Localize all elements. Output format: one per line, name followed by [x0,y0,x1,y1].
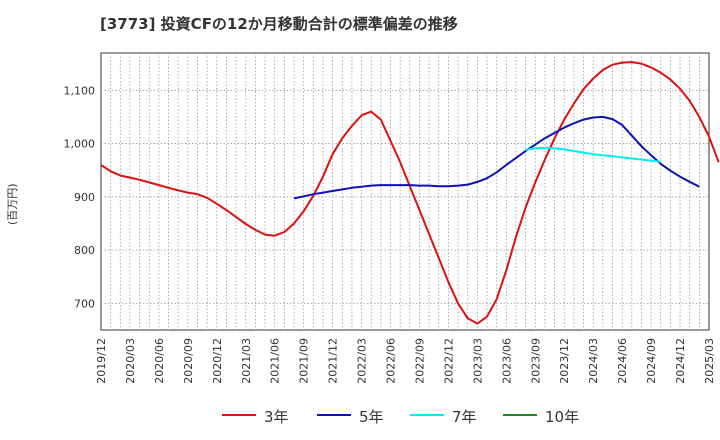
series-line [525,146,661,163]
x-tick-label: 2024/09 [645,338,658,384]
x-tick-label: 2022/12 [442,338,455,384]
y-tick-label: 1,000 [64,138,96,151]
x-tick-label: 2020/12 [211,338,224,384]
y-tick-label: 800 [74,244,95,257]
x-tick-label: 2024/06 [616,338,629,384]
x-tick-label: 2022/03 [356,338,369,384]
y-tick-label: 1,100 [64,84,96,97]
legend-label: 7年 [452,408,477,426]
legend: 3年 5年 7年 10年 [0,404,720,426]
legend-label: 10年 [545,408,580,426]
plot-area [100,52,710,331]
x-tick-label: 2022/09 [413,338,426,384]
series-line [293,115,700,200]
x-tick-label: 2022/06 [385,338,398,384]
x-tick-label: 2023/06 [500,338,513,384]
series-lines [100,61,720,325]
x-tick-label: 2023/09 [529,338,542,384]
x-tick-label: 2020/03 [124,338,137,384]
series-line [100,61,720,325]
x-tick-label: 2021/12 [327,338,340,384]
legend-label: 5年 [359,408,384,426]
x-tick-label: 2019/12 [95,338,108,384]
legend-swatch [410,414,444,416]
legend-swatch [503,414,537,416]
legend-swatch [222,414,256,416]
legend-label: 3年 [264,408,289,426]
x-tick-labels: 2019/12 2020/03 2020/06 2020/09 2020/12 2021/… [95,338,716,384]
legend-swatch [317,414,351,416]
x-tick-label: 2023/12 [558,338,571,384]
x-tick-label: 2021/03 [240,338,253,384]
x-tick-label: 2024/12 [674,338,687,384]
chart-title: [3773] 投資CFの12か月移動合計の標準偏差の推移 [100,15,458,33]
x-tick-label: 2023/03 [471,338,484,384]
y-tick-label: 700 [74,297,95,310]
x-tick-label: 2025/03 [703,338,716,384]
x-tick-label: 2021/09 [298,338,311,384]
x-tick-label: 2020/09 [182,338,195,384]
x-tick-label: 2021/06 [269,338,282,384]
x-tick-label: 2024/03 [587,338,600,384]
y-tick-label: 900 [74,191,95,204]
y-tick-labels: 700 800 900 1,000 1,100 [64,84,96,310]
grid-lines [101,53,709,330]
x-tick-label: 2020/06 [153,338,166,384]
